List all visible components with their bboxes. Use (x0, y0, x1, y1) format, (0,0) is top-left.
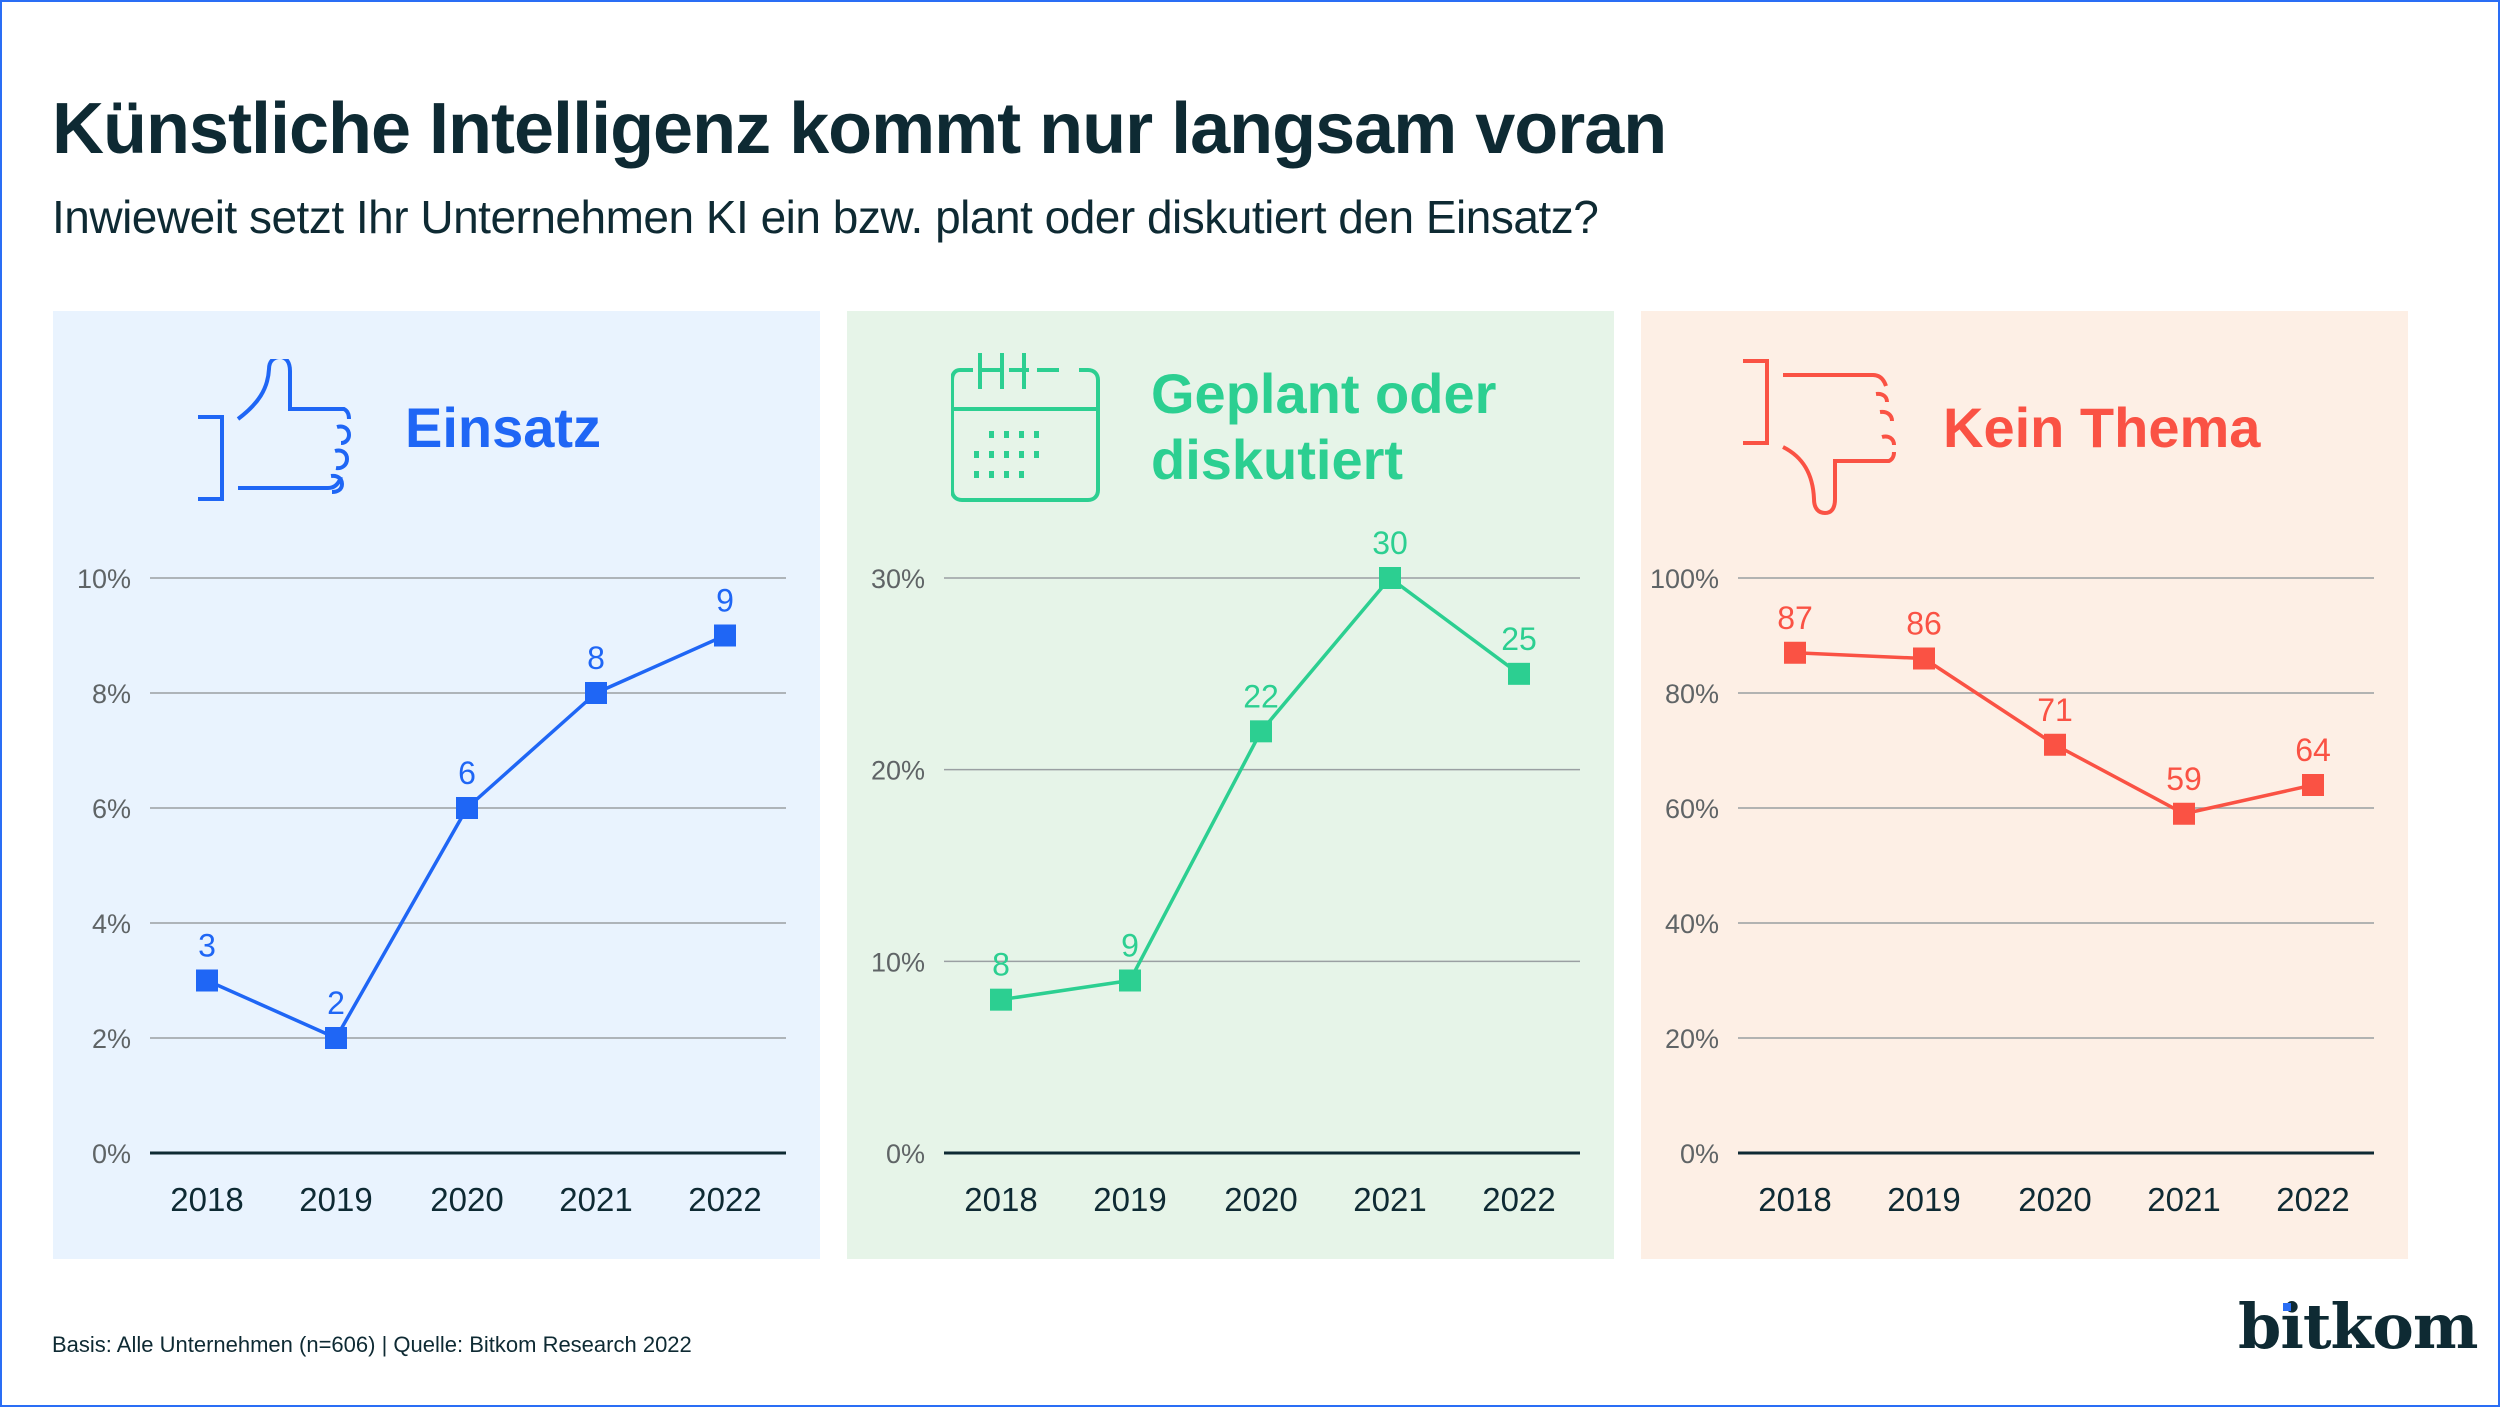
y-tick-label: 4% (92, 909, 131, 939)
x-tick-label: 2021 (2147, 1181, 2220, 1218)
data-point-marker (2302, 774, 2324, 796)
thumbs-down-icon (1743, 359, 1896, 516)
data-point-marker (196, 969, 218, 992)
y-tick-label: 2% (92, 1024, 131, 1054)
series-line (1794, 651, 2314, 816)
chart-geplant: 0% 10% 20% 30% 2018 2019 2020 2021 2022 8 9 22 30 25 (871, 525, 1580, 1218)
calendar-icon (951, 353, 1100, 502)
data-label: 2 (327, 985, 345, 1021)
y-tick-label: 10% (77, 564, 131, 594)
data-label: 64 (2295, 732, 2331, 768)
x-tick-label: 2018 (1758, 1181, 1831, 1218)
x-tick-label: 2020 (1224, 1181, 1297, 1218)
x-tick-label: 2019 (1093, 1181, 1166, 1218)
data-label: 86 (1906, 606, 1942, 642)
data-label: 8 (587, 640, 605, 676)
data-label: 9 (1121, 928, 1139, 964)
data-point-marker (1913, 647, 1935, 670)
data-label: 9 (716, 583, 734, 619)
y-tick-label: 20% (1665, 1024, 1719, 1054)
data-point-marker (1508, 662, 1530, 685)
page-title: Künstliche Intelligenz kommt nur langsam… (52, 89, 1667, 169)
data-label: 59 (2166, 761, 2202, 797)
chart-kein-thema: 0% 20% 40% 60% 80% 100% 2018 2019 2020 2021 2022 87… (1650, 564, 2374, 1218)
logo-text: bitkom (2238, 1290, 2478, 1363)
data-point-marker (456, 797, 478, 819)
panel-kein-thema: Kein Thema 0% 20% 40% 60% 80% 100% 2018 2019 202… (1641, 311, 2408, 1259)
data-label: 8 (992, 947, 1010, 983)
y-tick-label: 30% (871, 564, 925, 594)
panel-title-geplant-line1: Geplant oder (1151, 362, 1497, 425)
data-point-marker (325, 1027, 347, 1049)
x-tick-label: 2020 (430, 1181, 503, 1218)
y-tick-label: 40% (1665, 909, 1719, 939)
panel-title-geplant: Geplant oder diskutiert (1151, 361, 1496, 493)
x-tick-label: 2021 (559, 1181, 632, 1218)
y-tick-label: 80% (1665, 679, 1719, 709)
x-tick-label: 2019 (299, 1181, 372, 1218)
data-label: 6 (458, 755, 476, 791)
series-line (1000, 576, 1521, 1002)
data-point-marker (2044, 733, 2066, 756)
x-tick-label: 2022 (1482, 1181, 1555, 1218)
data-point-marker (2173, 802, 2195, 825)
x-tick-label: 2022 (2276, 1181, 2349, 1218)
y-tick-label: 0% (886, 1139, 925, 1169)
y-tick-label: 0% (1680, 1139, 1719, 1169)
x-tick-label: 2022 (688, 1181, 761, 1218)
logo-dot (2283, 1303, 2291, 1311)
panel-title-geplant-line2: diskutiert (1151, 428, 1404, 491)
y-tick-label: 0% (92, 1139, 131, 1169)
chart-einsatz: 0% 2% 4% 6% 8% 10% 2018 2019 2020 2021 2022 3 2 6 8 9 (77, 564, 786, 1218)
series-line (206, 633, 726, 1040)
bitkom-logo: bitkom (2238, 1290, 2478, 1366)
data-label: 22 (1243, 678, 1279, 714)
x-tick-label: 2020 (2018, 1181, 2091, 1218)
x-tick-label: 2018 (170, 1181, 243, 1218)
panel-geplant: Geplant oder diskutiert 0% 10% 20% 30% 2018 2… (847, 311, 1614, 1259)
data-point-marker (1250, 720, 1272, 743)
data-point-marker (1784, 641, 1806, 664)
data-label: 30 (1372, 525, 1408, 561)
panel-einsatz: Einsatz 0% 2% 4% 6% 8% 10% 2018 2019 2020 2021 202… (53, 311, 820, 1259)
data-label: 71 (2037, 692, 2073, 728)
y-tick-label: 8% (92, 679, 131, 709)
thumbs-up-icon (198, 359, 352, 501)
y-tick-label: 60% (1665, 794, 1719, 824)
data-label: 25 (1501, 621, 1537, 657)
data-label: 3 (198, 928, 216, 964)
x-tick-label: 2018 (964, 1181, 1037, 1218)
data-point-marker (1119, 969, 1141, 992)
y-tick-label: 20% (871, 756, 925, 786)
data-point-marker (714, 624, 736, 647)
data-point-marker (585, 682, 607, 704)
data-label: 87 (1777, 600, 1813, 636)
y-tick-label: 10% (871, 947, 925, 977)
x-tick-label: 2019 (1887, 1181, 1960, 1218)
panel-title-kein-thema: Kein Thema (1943, 396, 2261, 459)
panel-title-einsatz: Einsatz (405, 396, 602, 459)
x-tick-label: 2021 (1353, 1181, 1426, 1218)
y-tick-label: 100% (1650, 564, 1719, 594)
source-note: Basis: Alle Unternehmen (n=606) | Quelle… (52, 1332, 692, 1357)
data-point-marker (990, 988, 1012, 1011)
y-tick-label: 6% (92, 794, 131, 824)
page-subtitle: Inwieweit setzt Ihr Unternehmen KI ein b… (52, 191, 1599, 243)
data-point-marker (1379, 567, 1401, 589)
